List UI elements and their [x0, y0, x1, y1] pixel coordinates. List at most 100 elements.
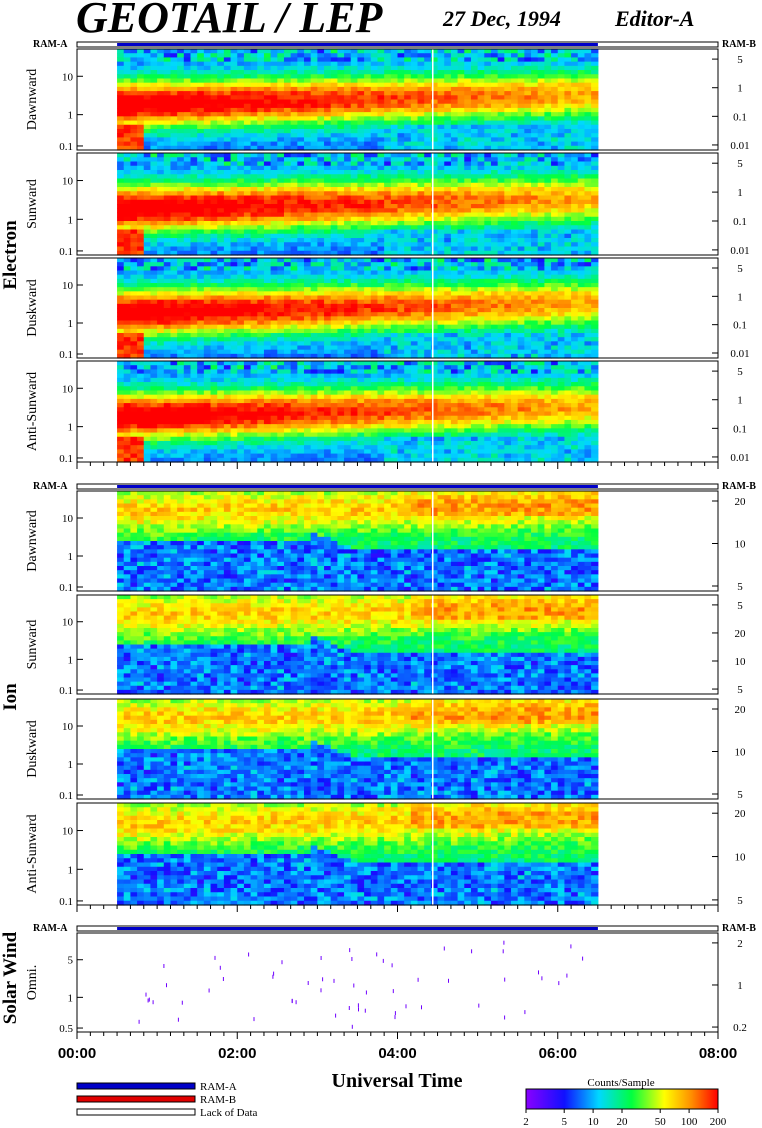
- spectrogram-cell: [444, 337, 452, 342]
- spectrogram-cell: [357, 99, 365, 105]
- spectrogram-cell: [217, 299, 225, 305]
- spectrogram-cell: [404, 246, 412, 252]
- spectrogram-cell: [197, 341, 205, 347]
- spectrogram-cell: [504, 65, 512, 71]
- spectrogram-cell: [197, 266, 205, 272]
- spectrogram-cell: [197, 295, 205, 301]
- spectrogram-cell: [223, 124, 232, 130]
- spectrogram-cell: [277, 112, 285, 117]
- spectrogram-cell: [277, 216, 285, 222]
- spectrogram-cell: [330, 242, 339, 248]
- spectrogram-cell: [283, 57, 292, 63]
- spectrogram-cell: [217, 103, 225, 109]
- spectrogram-cell: [410, 165, 419, 171]
- spectrogram-cell: [584, 195, 592, 201]
- spectrogram-cell: [203, 95, 212, 101]
- spectrogram-cell: [384, 221, 392, 226]
- spectrogram-cell: [277, 86, 285, 92]
- spectrogram-cell: [337, 161, 345, 167]
- spectrogram-cell: [223, 165, 232, 171]
- spectrogram-cell: [404, 204, 412, 209]
- spectrogram-cell: [484, 86, 492, 92]
- spectrogram-cell: [350, 165, 359, 171]
- spectrogram-cell: [497, 291, 505, 297]
- right-tick-label: 5: [737, 54, 743, 66]
- spectrogram-cell: [190, 246, 198, 252]
- spectrogram-cell: [497, 70, 505, 75]
- spectrogram-cell: [444, 266, 452, 272]
- spectrogram-cell: [250, 287, 258, 292]
- spectrogram-cell: [223, 278, 232, 284]
- spectrogram-cell: [564, 70, 572, 75]
- spectrogram-cell: [297, 86, 305, 92]
- spectrogram-cell: [283, 145, 292, 151]
- spectrogram-cell: [524, 349, 532, 355]
- spectrogram-cell: [524, 225, 532, 231]
- spectrogram-cell: [490, 291, 499, 297]
- spectrogram-cell: [357, 341, 365, 347]
- spectrogram-cell: [163, 95, 172, 101]
- spectrogram-cell: [257, 133, 265, 138]
- spectrogram-cell: [537, 141, 545, 147]
- spectrogram-cell: [484, 320, 492, 326]
- spectrogram-cell: [197, 191, 205, 197]
- spectrogram-cell: [270, 187, 278, 192]
- spectrogram-cell: [591, 91, 599, 96]
- spectrogram-cell: [557, 157, 566, 163]
- spectrogram-cell: [470, 49, 479, 54]
- spectrogram-cell: [557, 137, 566, 143]
- spectrogram-cell: [190, 107, 198, 113]
- spectrogram-cell: [304, 174, 312, 180]
- spectrogram-cell: [410, 112, 419, 117]
- spectrogram-cell: [304, 191, 312, 197]
- spectrogram-cell: [477, 199, 485, 205]
- spectrogram-cell: [557, 61, 566, 67]
- spectrogram-cell: [477, 191, 485, 197]
- spectrogram-cell: [457, 141, 465, 147]
- spectrogram-cell: [577, 250, 586, 256]
- spectrogram-cell: [137, 103, 145, 109]
- spectrogram-cell: [404, 170, 412, 175]
- spectrogram-cell: [437, 229, 445, 235]
- spectrogram-cell: [183, 216, 192, 222]
- spectrogram-cell: [357, 212, 365, 218]
- spectrogram-cell: [210, 78, 218, 84]
- spectrogram-cell: [117, 128, 125, 134]
- spectrogram-cell: [424, 124, 432, 130]
- spectrogram-cell: [237, 187, 245, 192]
- spectrogram-cell: [430, 78, 439, 84]
- spectrogram-cell: [477, 299, 485, 305]
- spectrogram-cell: [517, 328, 525, 334]
- spectrogram-cell: [477, 161, 485, 167]
- spectrogram-cell: [397, 229, 405, 235]
- spectrogram-cell: [504, 141, 512, 147]
- spectrogram-cell: [237, 316, 245, 322]
- spectrogram-cell: [457, 295, 465, 301]
- spectrogram-cell: [517, 112, 525, 117]
- spectrogram-cell: [504, 283, 512, 288]
- spectrogram-cell: [297, 208, 305, 214]
- spectrogram-cell: [203, 212, 212, 218]
- spectrogram-cell: [123, 337, 132, 342]
- spectrogram-cell: [490, 221, 499, 226]
- spectrogram-cell: [470, 170, 479, 175]
- spectrogram-cell: [437, 74, 445, 80]
- spectrogram-cell: [577, 78, 586, 84]
- spectrogram-cell: [437, 141, 445, 147]
- spectrogram-cell: [257, 262, 265, 267]
- spectrogram-cell: [384, 145, 392, 151]
- spectrogram-cell: [304, 229, 312, 235]
- spectrogram-cell: [283, 295, 292, 301]
- spectrogram-cell: [517, 74, 525, 80]
- spectrogram-cell: [444, 291, 452, 297]
- spectrogram-cell: [524, 133, 532, 138]
- spectrogram-cell: [277, 91, 285, 96]
- spectrogram-cell: [370, 353, 379, 359]
- spectrogram-cell: [484, 178, 492, 184]
- spectrogram-cell: [497, 238, 505, 243]
- spectrogram-cell: [257, 303, 265, 309]
- spectrogram-cell: [457, 266, 465, 272]
- spectrogram-cell: [511, 99, 519, 105]
- spectrogram-cell: [263, 349, 272, 355]
- spectrogram-cell: [477, 312, 485, 317]
